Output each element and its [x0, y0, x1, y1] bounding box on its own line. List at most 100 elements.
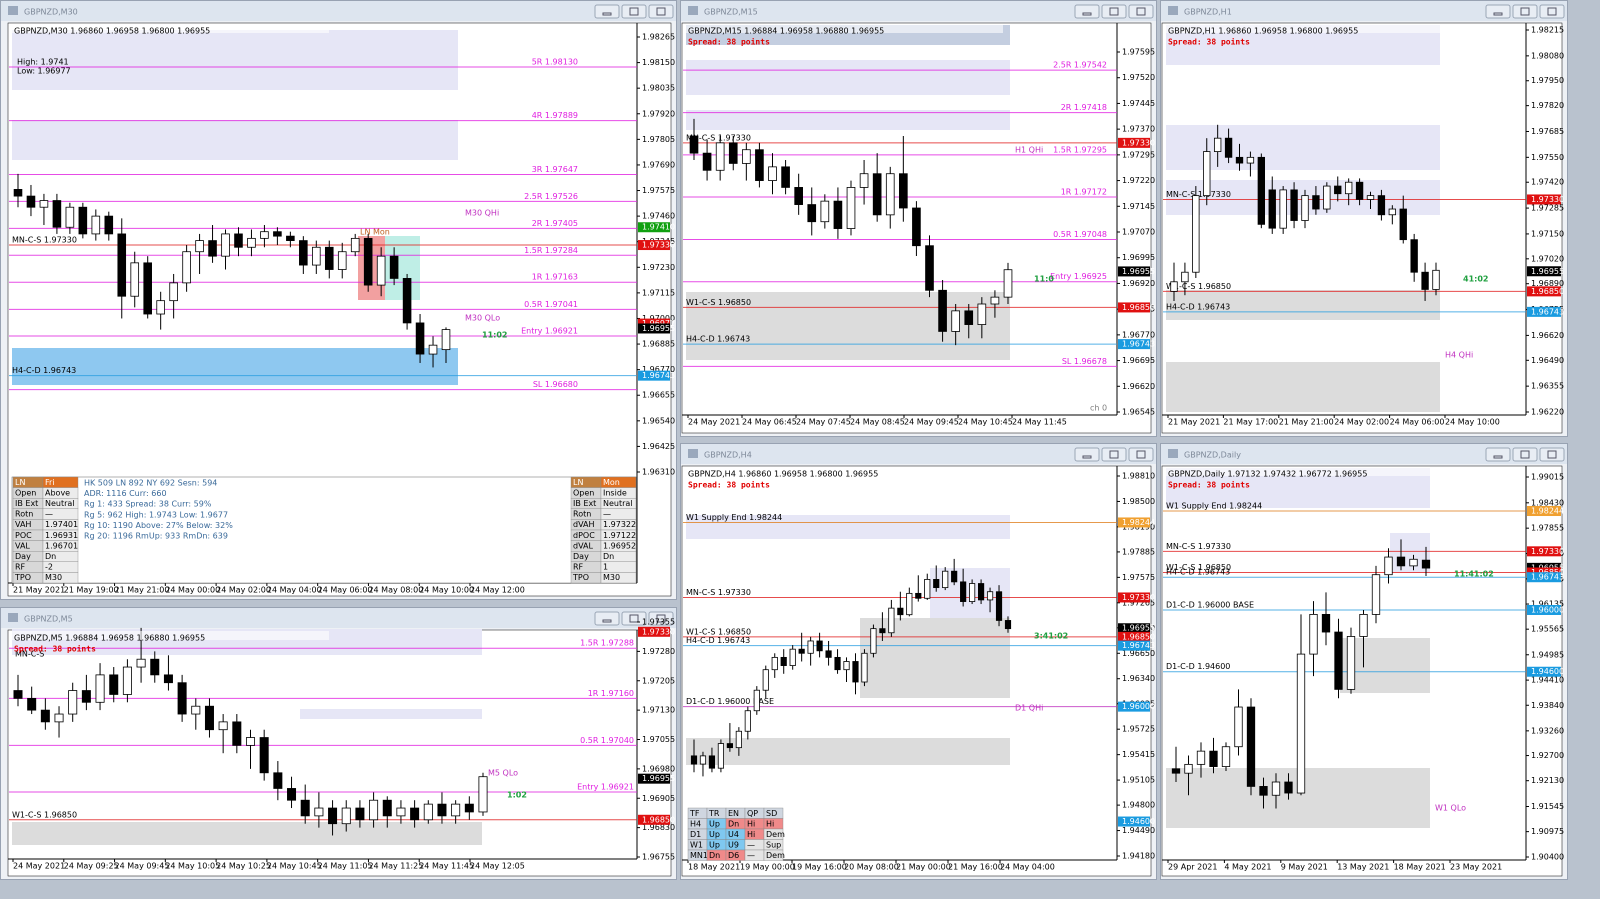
- window-min-button[interactable]: [1485, 447, 1511, 462]
- price-badge-label: 1.97330: [642, 627, 675, 636]
- session-cell-text: IB Ext: [573, 499, 596, 508]
- candle-body: [951, 310, 960, 332]
- price-tick-label: 1.94180: [1122, 852, 1155, 861]
- candle-body: [382, 799, 392, 817]
- session-stat: Rg 5: 962 High: 1.9743 Low: 1.9677: [84, 510, 228, 519]
- chart-window: GBPNZD,M30 1.98265 1.98150 1.98035 1.97920 1.…: [0, 0, 677, 600]
- price-level-label: 1.5R 1.97288: [580, 639, 634, 648]
- symbol-header: GBPNZD,H1 1.96860 1.96958 1.96800 1.9695…: [1168, 27, 1358, 36]
- candle-body: [925, 245, 934, 291]
- price-tick-label: 1.96885: [642, 340, 675, 349]
- price-level-label: 2R 1.97405: [532, 219, 578, 228]
- session-cell-text: Mon: [603, 478, 620, 487]
- session-cell-text: dVAH: [573, 520, 595, 529]
- candle-body: [341, 807, 351, 825]
- candle-body: [1234, 706, 1243, 748]
- session-cell-text: LN: [573, 478, 583, 487]
- price-tick-label: 1.93840: [1531, 701, 1564, 710]
- candle-body: [1388, 208, 1397, 216]
- trend-cell-text: W1: [690, 840, 703, 849]
- time-label: 24 May 2021: [688, 418, 740, 427]
- candle-body: [234, 233, 243, 248]
- price-level-label: MN-C-S 1.97330: [12, 236, 77, 245]
- price-badge-label: 1.96955: [642, 324, 675, 333]
- window-max-button[interactable]: [1512, 4, 1538, 19]
- price-level-label: 0.5R 1.97040: [580, 736, 634, 745]
- price-tick-label: 1.97055: [642, 735, 675, 744]
- symbol-header: GBPNZD,Daily 1.97132 1.97432 1.96772 1.9…: [1168, 470, 1367, 479]
- candle-body: [995, 591, 1003, 621]
- session-cell-text: 1: [603, 563, 608, 572]
- window-max-button[interactable]: [621, 4, 647, 19]
- candle-body: [324, 246, 334, 270]
- candle-body: [65, 206, 75, 228]
- candle-body: [771, 656, 778, 671]
- price-level-label: Entry 1.96921: [521, 327, 578, 336]
- price-tick-label: 1.96755: [642, 853, 675, 862]
- window-min-button[interactable]: [594, 611, 620, 626]
- window-close-button[interactable]: [648, 611, 674, 626]
- price-badge-label: 1.97410: [642, 223, 675, 232]
- price-tick-label: 1.98215: [1531, 26, 1564, 35]
- symbol-header: GBPNZD,M5 1.96884 1.96958 1.96880 1.9695…: [14, 634, 205, 643]
- price-tick-label: 1.96425: [642, 442, 675, 451]
- price-badge: [1118, 517, 1150, 528]
- candle-body: [1359, 613, 1368, 637]
- candle-body: [964, 310, 974, 325]
- window-min-button[interactable]: [1485, 4, 1511, 19]
- price-tick-label: 1.95105: [1122, 776, 1155, 785]
- price-badge-label: 1.96850: [1122, 303, 1155, 312]
- price-badge: [638, 626, 670, 637]
- price-tick-label: 1.96540: [642, 416, 675, 425]
- button-glyph: [1547, 450, 1557, 459]
- title-bar: [1161, 1, 1567, 21]
- price-tick-label: 1.97690: [642, 160, 675, 169]
- candle-body: [130, 262, 140, 297]
- session-cell-text: Dn: [603, 552, 614, 561]
- candle-body: [245, 737, 256, 746]
- trend-cell-text: SD: [766, 809, 777, 818]
- candle-body: [221, 233, 230, 257]
- candle-body: [798, 648, 805, 654]
- window-icon: [8, 6, 18, 15]
- window-close-button[interactable]: [1128, 447, 1154, 462]
- candle-body: [861, 652, 868, 683]
- window-max-button[interactable]: [1512, 447, 1538, 462]
- trend-cell: [763, 849, 784, 861]
- window-max-button[interactable]: [1101, 4, 1127, 19]
- candle-body: [742, 149, 751, 164]
- price-tick-label: 1.96220: [1531, 408, 1564, 417]
- button-glyph: [656, 614, 666, 623]
- trend-cell-text: Hi: [747, 830, 755, 839]
- chart-note: High: 1.9741: [17, 58, 69, 67]
- candle-body: [816, 640, 823, 652]
- window-min-button[interactable]: [1074, 4, 1100, 19]
- price-tick-label: 1.96620: [1531, 331, 1564, 340]
- price-level-label: 5R 1.98130: [532, 58, 578, 67]
- window-close-button[interactable]: [1539, 447, 1565, 462]
- price-tick-label: 1.94800: [1122, 801, 1155, 810]
- window-close-button[interactable]: [1128, 4, 1154, 19]
- price-badge: [1527, 506, 1561, 517]
- price-level-label: W1-C-S 1.96850: [1166, 563, 1231, 572]
- candle-body: [820, 200, 830, 223]
- price-tick-label: 1.97205: [642, 676, 675, 685]
- candle-body: [906, 592, 913, 616]
- window-close-button[interactable]: [1539, 4, 1565, 19]
- session-cell-text: Open: [573, 488, 594, 497]
- window-max-button[interactable]: [1101, 447, 1127, 462]
- window-min-button[interactable]: [1074, 447, 1100, 462]
- candle-body: [1284, 781, 1293, 794]
- price-badge-label: 1.96955: [1122, 267, 1155, 276]
- candle-body: [1421, 271, 1429, 290]
- trend-cell-text: Dn: [709, 851, 720, 860]
- window-min-button[interactable]: [594, 4, 620, 19]
- price-level-label: 2.5R 1.97542: [1053, 61, 1107, 70]
- window-close-button[interactable]: [648, 4, 674, 19]
- candle-body: [312, 246, 321, 266]
- spread-label: Spread: 38 points: [14, 644, 96, 654]
- time-label: 24 May 11:25: [368, 862, 423, 871]
- time-label: 4 May 2021: [1224, 863, 1271, 872]
- candle-body: [755, 149, 764, 181]
